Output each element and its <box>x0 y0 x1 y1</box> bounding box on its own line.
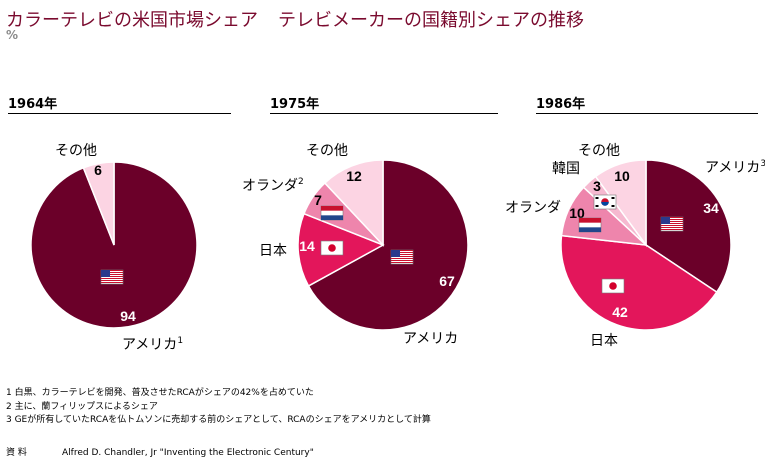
slice-label-1975-netherlands: オランダ2 <box>242 177 304 194</box>
netherlands-flag-icon <box>578 217 602 233</box>
korea-flag-icon <box>593 194 617 210</box>
unit-label: % <box>6 28 19 42</box>
slice-label-1975-other: その他 <box>306 143 348 159</box>
value-label-1964-other: 6 <box>94 162 102 178</box>
footnote-1: 1 白黒、カラーテレビを開発、普及させたRCAがシェアの42%を占めていた <box>6 388 314 398</box>
slice-label-1986-netherlands: オランダ <box>505 200 561 216</box>
us-flag-icon <box>660 216 684 232</box>
pie-slice-1975-other <box>323 159 384 247</box>
value-label-1975-other: 12 <box>346 168 362 184</box>
footnote-2: 2 主に、蘭フィリップスによるシェア <box>6 401 158 412</box>
japan-flag-icon <box>320 240 344 256</box>
japan-flag-icon <box>601 278 625 294</box>
source-line: 資 料 Alfred D. Chandler, Jr "Inventing the… <box>6 445 314 458</box>
slice-label-1986-other: その他 <box>578 143 620 159</box>
slice-label-1986-japan: 日本 <box>590 333 618 349</box>
value-label-1986-netherlands: 10 <box>569 205 585 221</box>
footnote-marker: 2 <box>298 177 304 187</box>
slice-label-1975-japan: 日本 <box>259 243 287 259</box>
slice-label-1986-korea: 韓国 <box>552 161 580 177</box>
title-left: カラーテレビの米国市場シェア <box>6 10 258 31</box>
value-label-1986-other: 10 <box>614 168 630 184</box>
slice-label-1975-america: アメリカ <box>403 331 458 347</box>
value-label-1986-korea: 3 <box>593 178 601 194</box>
us-flag-icon <box>390 249 414 265</box>
page-title: カラーテレビの米国市場シェア テレビメーカーの国籍別シェアの推移 <box>6 6 584 32</box>
chart-title-rule-1964 <box>8 113 231 114</box>
source-text: Alfred D. Chandler, Jr "Inventing the El… <box>62 448 314 458</box>
value-label-1975-netherlands: 7 <box>314 192 322 208</box>
value-label-1975-america: 67 <box>439 273 455 289</box>
slice-label-1964-america: アメリカ1 <box>122 336 183 353</box>
pie-slice-1964-america <box>30 161 198 329</box>
us-flag-icon <box>100 269 124 285</box>
slice-label-1964-other: その他 <box>55 143 97 159</box>
pie-slice-1986-other <box>594 159 647 248</box>
footnote-marker: 3 <box>760 159 765 169</box>
value-label-1986-america: 34 <box>703 200 719 216</box>
netherlands-flag-icon <box>320 205 344 221</box>
slice-label-1986-america: アメリカ3 <box>705 159 765 176</box>
chart-title-1964: 1964年 <box>8 97 58 112</box>
value-label-1964-america: 94 <box>120 308 136 324</box>
value-label-1975-japan: 14 <box>299 238 315 254</box>
source-label: 資 料 <box>6 448 27 458</box>
value-label-1986-japan: 42 <box>612 304 628 320</box>
footnotes: 1 白黒、カラーテレビを開発、普及させたRCAがシェアの42%を占めていた 2 … <box>6 387 431 428</box>
title-right: テレビメーカーの国籍別シェアの推移 <box>278 10 584 31</box>
chart-title-1975: 1975年 <box>270 97 320 112</box>
footnote-3: 3 GEが所有していたRCAを仏トムソンに売却する前のシェアとして、RCAのシェ… <box>6 415 431 425</box>
chart-title-rule-1986 <box>536 113 758 114</box>
pie-slice-1975-america <box>307 159 469 331</box>
pie-slice-1986-japan <box>560 234 718 331</box>
chart-title-1986: 1986年 <box>536 97 586 112</box>
chart-title-rule-1975 <box>270 113 498 114</box>
pie-slice-1964-other <box>82 161 115 246</box>
footnote-marker: 1 <box>177 336 183 346</box>
